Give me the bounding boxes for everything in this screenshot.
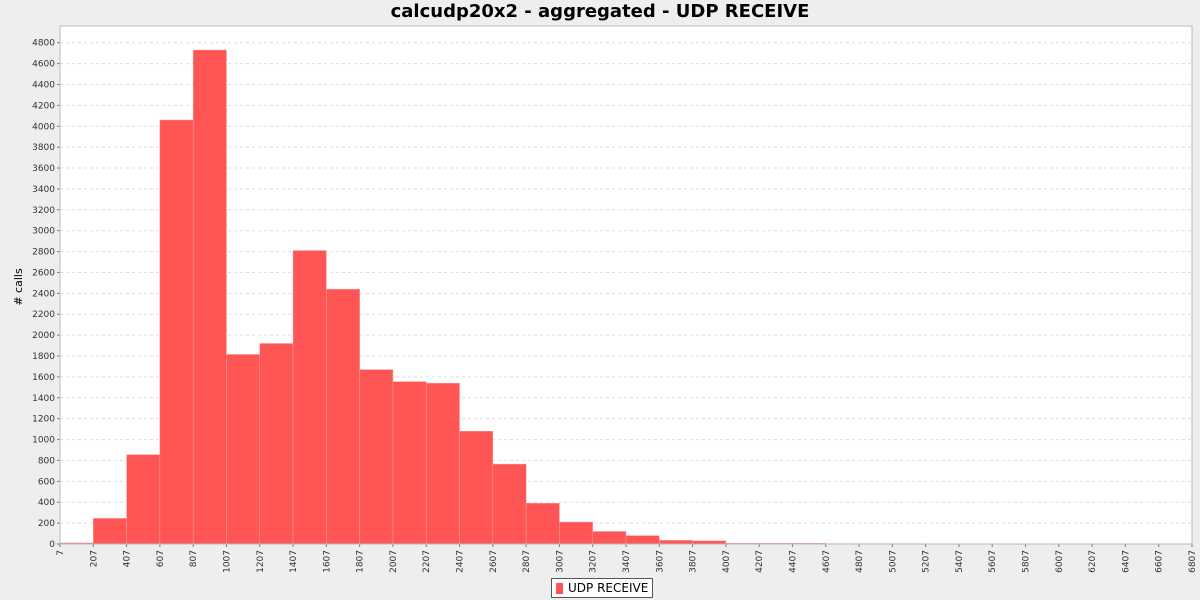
x-tick-label: 4007	[722, 550, 732, 573]
chart-title: calcudp20x2 - aggregated - UDP RECEIVE	[390, 1, 810, 22]
y-tick-label: 1800	[32, 352, 55, 362]
y-tick-label: 1600	[32, 373, 55, 383]
histogram-bar	[559, 521, 593, 545]
x-tick-label: 3407	[622, 550, 632, 573]
y-tick-label: 4800	[32, 39, 55, 49]
y-tick-label: 4600	[32, 60, 55, 70]
y-axis-ticks: 0 200 400 600 800 1000 1200 1400 1600 1800 2000 220…	[32, 39, 60, 550]
x-tick-label: 2007	[389, 550, 399, 573]
x-tick-label: 6007	[1055, 550, 1065, 573]
x-tick-label: 6807	[1188, 550, 1198, 573]
x-tick-label: 6407	[1121, 550, 1131, 573]
x-tick-label: 1207	[256, 550, 266, 573]
y-tick-label: 2200	[32, 310, 55, 320]
x-tick-label: 2207	[422, 550, 432, 573]
x-tick-label: 6207	[1088, 550, 1098, 573]
histogram-bar	[126, 454, 161, 545]
y-tick-label: 600	[38, 477, 55, 487]
bars	[59, 49, 1193, 545]
x-tick-label: 5207	[922, 550, 932, 573]
histogram-bar	[525, 503, 560, 545]
y-tick-label: 4000	[32, 122, 55, 132]
x-tick-label: 3007	[555, 550, 565, 573]
y-tick-label: 1200	[32, 415, 55, 425]
histogram-bar	[392, 381, 427, 545]
x-tick-label: 4407	[788, 550, 798, 573]
x-tick-label: 1607	[322, 550, 332, 573]
x-tick-label: 5807	[1022, 550, 1032, 573]
y-tick-label: 2800	[32, 248, 55, 258]
x-tick-label: 1007	[222, 550, 232, 573]
x-tick-label: 6607	[1155, 550, 1165, 573]
x-tick-label: 4607	[822, 550, 832, 573]
x-tick-label: 607	[156, 550, 166, 567]
histogram-bar	[259, 343, 294, 545]
y-tick-label: 3200	[32, 206, 55, 216]
x-tick-label: 1407	[289, 550, 299, 573]
histogram-bar	[226, 354, 261, 545]
y-axis-label: # calls	[12, 268, 25, 306]
legend-swatch	[556, 582, 563, 594]
y-tick-label: 2600	[32, 268, 55, 278]
x-tick-label: 807	[189, 550, 199, 567]
x-tick-label: 2407	[456, 550, 466, 573]
x-tick-label: 207	[89, 550, 99, 567]
x-axis-ticks: 7 207 407 607 807 1007 1207 1407 1607 1807 2007 220…	[56, 544, 1198, 573]
y-tick-label: 3400	[32, 185, 55, 195]
y-tick-label: 200	[38, 519, 55, 529]
x-tick-label: 2607	[489, 550, 499, 573]
x-tick-label: 1807	[356, 550, 366, 573]
histogram-bar	[292, 250, 327, 545]
y-tick-label: 3000	[32, 227, 55, 237]
x-tick-label: 3807	[689, 550, 699, 573]
histogram-bar	[425, 382, 460, 545]
y-tick-label: 1000	[32, 436, 55, 446]
x-tick-label: 5407	[955, 550, 965, 573]
x-tick-label: 407	[123, 550, 133, 567]
y-tick-label: 800	[38, 456, 55, 466]
histogram-bar	[192, 49, 227, 545]
histogram-bar	[492, 463, 527, 545]
histogram-bar	[459, 430, 494, 545]
y-tick-label: 3600	[32, 164, 55, 174]
y-tick-label: 4200	[32, 101, 55, 111]
y-tick-label: 400	[38, 498, 55, 508]
x-tick-label: 4207	[755, 550, 765, 573]
y-tick-label: 2000	[32, 331, 55, 341]
legend-label: UDP RECEIVE	[568, 581, 649, 595]
y-tick-label: 1400	[32, 394, 55, 404]
legend: UDP RECEIVE	[551, 578, 654, 598]
x-tick-label: 5607	[988, 550, 998, 573]
y-tick-label: 0	[49, 540, 55, 550]
histogram-bar	[93, 518, 127, 545]
x-tick-label: 3607	[655, 550, 665, 573]
histogram-bar	[326, 288, 360, 545]
y-tick-label: 2400	[32, 289, 55, 299]
histogram-bar	[625, 535, 660, 545]
histogram-bar	[592, 531, 627, 545]
histogram-bar	[159, 119, 194, 545]
histogram-bar	[359, 369, 394, 545]
y-tick-label: 4400	[32, 80, 55, 90]
plot-border	[59, 25, 1193, 545]
x-tick-label: 4807	[855, 550, 865, 573]
x-tick-label: 3207	[589, 550, 599, 573]
histogram-bar	[659, 540, 693, 545]
x-tick-label: 2807	[522, 550, 532, 573]
y-tick-label: 3800	[32, 143, 55, 153]
x-tick-label: 5007	[888, 550, 898, 573]
x-tick-label: 7	[56, 550, 66, 556]
